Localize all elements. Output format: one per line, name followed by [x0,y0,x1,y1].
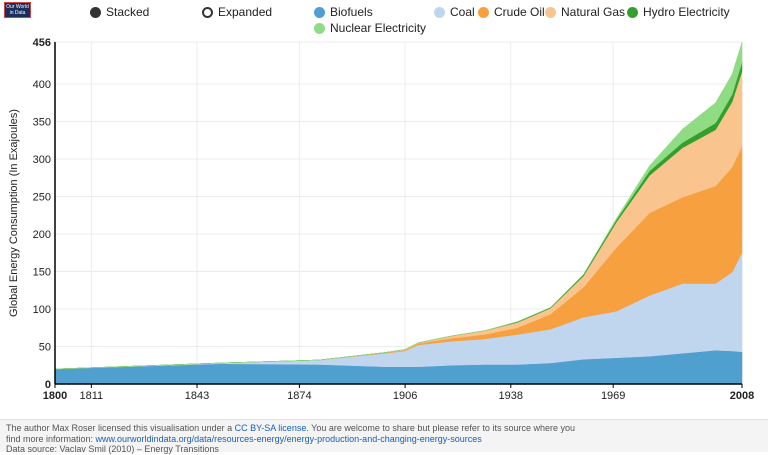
nuclear-electricity-swatch-icon [314,22,325,34]
license-link[interactable]: CC BY-SA license [234,423,307,433]
footer-source-line: find more information: www.ourworldindat… [6,434,768,445]
legend-item-hydro-electricity[interactable]: Hydro Electricity [627,5,730,19]
y-axis-label: Global Energy Consumption (In Exajoules) [8,109,20,317]
radio-empty-icon [202,6,213,18]
y-tick-label: 150 [33,267,51,279]
y-tick-label: 400 [33,79,51,91]
x-tick-label: 2008 [730,390,754,402]
legend-label-coal: Coal [450,5,475,19]
chart-footer: The author Max Roser licensed this visua… [0,419,768,454]
x-tick-label: 1874 [287,390,311,402]
energy-consumption-area-chart: 0 50 100 150 200 250 300 350 400 456 1800 1811 1843 1… [8,37,755,402]
legend-item-coal[interactable]: Coal [434,5,475,19]
radio-filled-icon [90,6,101,18]
legend-label-natural-gas: Natural Gas [561,5,626,19]
legend-label-nuclear-electricity: Nuclear Electricity [330,21,427,35]
hydro-electricity-swatch-icon [627,6,638,18]
coal-swatch-icon [434,6,445,18]
crude-oil-swatch-icon [478,6,489,18]
legend-item-natural-gas[interactable]: Natural Gas [545,5,625,19]
mode-stacked-label: Stacked [106,5,150,19]
area-nuclear-electricity[interactable] [54,41,743,370]
footer-data-source: Data source: Vaclav Smil (2010) – Energy… [6,444,219,454]
chart-area-series [54,41,743,385]
logo-line-1: Our World [6,4,29,10]
x-tick-label: 1969 [601,390,625,402]
footer-license-line: The author Max Roser licensed this visua… [6,423,768,434]
x-tick-label: 1800 [43,390,67,402]
y-tick-label: 250 [33,192,51,204]
legend-item-biofuels[interactable]: Biofuels [314,5,373,19]
y-tick-label: 50 [39,342,51,354]
x-tick-label: 1906 [393,390,417,402]
legend-item-nuclear-electricity[interactable]: Nuclear Electricity [314,21,426,35]
chart-axes: 0 50 100 150 200 250 300 350 400 456 1800 1811 1843 1… [33,37,755,402]
y-tick-label: 200 [33,229,51,241]
mode-stacked-toggle[interactable]: Stacked [90,5,149,19]
natural-gas-swatch-icon [545,6,556,18]
chart-legend: Stacked Expanded Biofuels Coal Crude Oil… [0,0,768,40]
x-tick-label: 1938 [499,390,523,402]
logo-line-2: in Data [9,10,26,16]
footer-source-prefix: find more information: [6,433,96,444]
x-tick-label: 1843 [185,390,209,402]
legend-label-biofuels: Biofuels [330,5,373,19]
legend-label-crude-oil: Crude Oil [494,5,545,19]
legend-item-crude-oil[interactable]: Crude Oil [478,5,545,19]
our-world-in-data-logo[interactable]: Our World in Data [4,2,31,18]
y-tick-label: 0 [45,379,51,391]
y-tick-label: 300 [33,154,51,166]
legend-label-hydro-electricity: Hydro Electricity [643,5,730,19]
x-tick-label: 1811 [80,390,104,402]
source-link[interactable]: www.ourworldindata.org/data/resources-en… [95,433,482,444]
mode-expanded-label: Expanded [218,5,273,19]
y-tick-label: 456 [33,37,51,49]
mode-expanded-toggle[interactable]: Expanded [202,5,272,19]
footer-license-text-b: . You are welcome to share but please re… [306,423,575,433]
biofuels-swatch-icon [314,6,325,18]
y-tick-label: 350 [33,117,51,129]
footer-license-text-a: The author Max Roser licensed this visua… [6,423,235,433]
y-tick-label: 100 [33,304,51,316]
